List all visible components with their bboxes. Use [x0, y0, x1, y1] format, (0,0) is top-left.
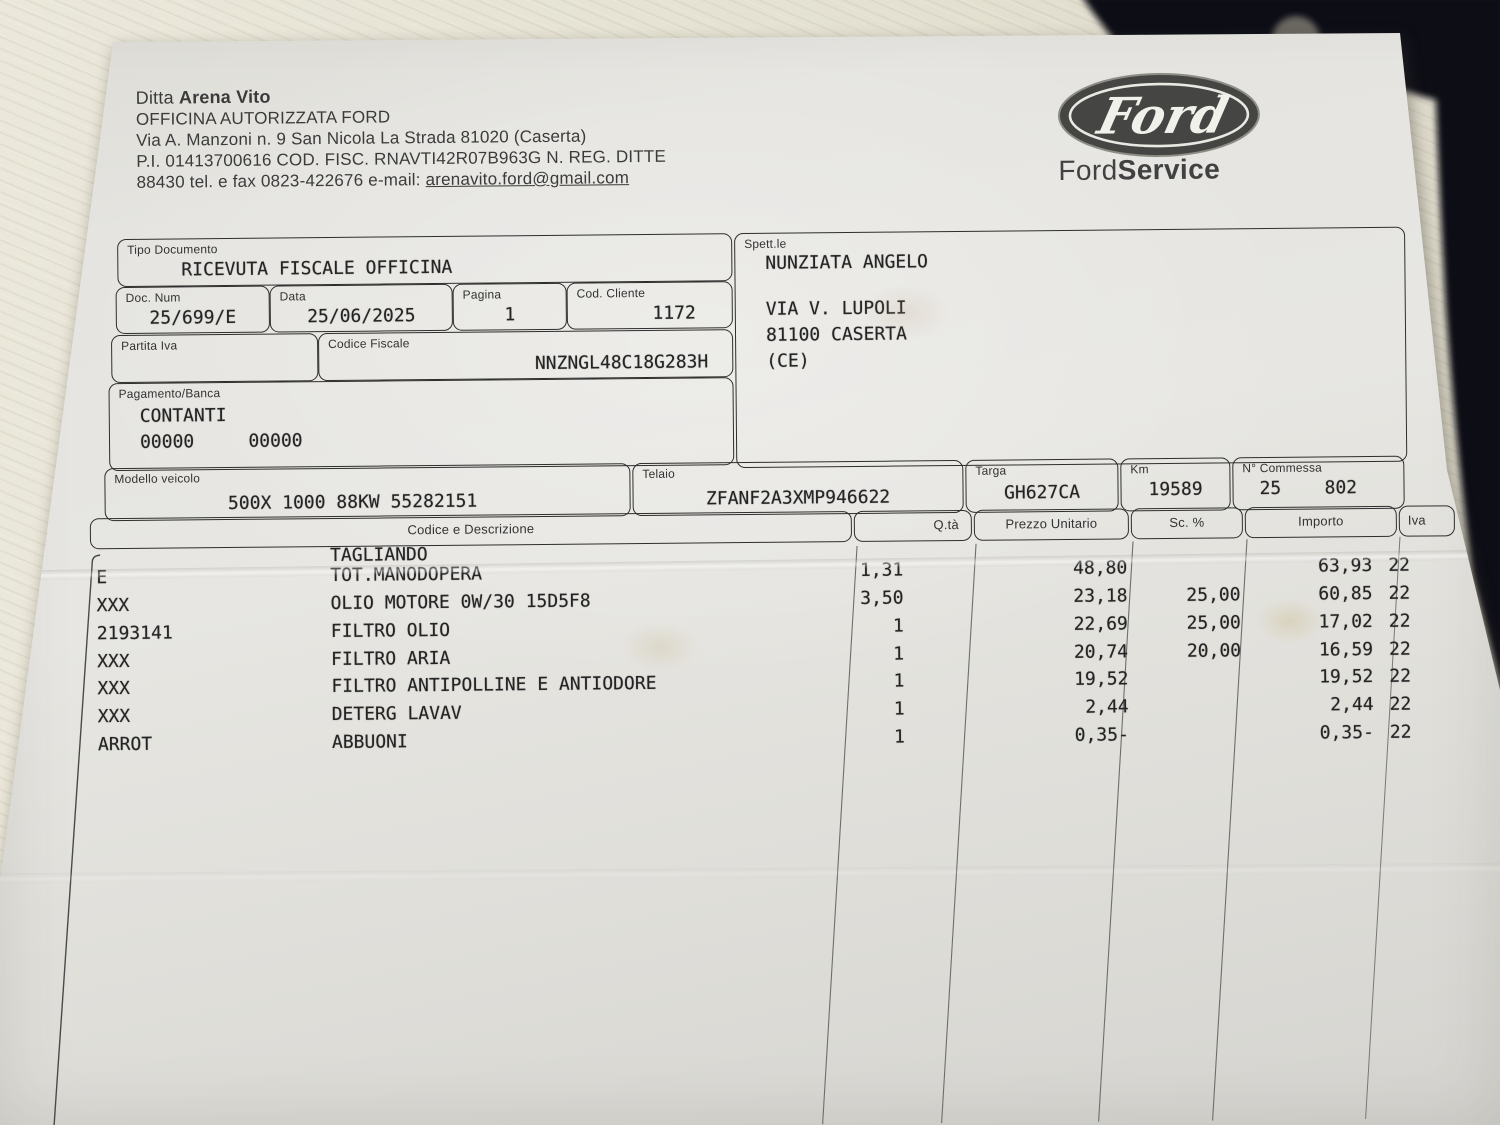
price-column-line: [941, 543, 977, 1124]
ford-logo: Ford: [1057, 73, 1260, 158]
qty-column-line: [822, 545, 858, 1125]
item-discount: 25,00: [1186, 584, 1241, 606]
item-discount: 25,00: [1186, 612, 1241, 634]
item-discount: [1112, 723, 1242, 724]
item-description: OLIO MOTORE 0W/30 15D5F8: [330, 590, 591, 615]
item-unit-price: [990, 537, 1127, 538]
discount-column-line: [1098, 541, 1134, 1122]
item-amount: 19,52: [1319, 666, 1374, 688]
item-description: FILTRO OLIO: [330, 619, 451, 643]
item-amount: 0,35-: [1319, 722, 1374, 744]
item-code: ARROT: [97, 733, 153, 756]
item-unit-price: 23,18: [1073, 585, 1128, 607]
items-rows: TAGLIANDO E TOT.MANODOPERA 1,31 48,80 63…: [96, 544, 1411, 755]
paper-stain: [620, 622, 700, 672]
item-qty: 1: [893, 670, 905, 692]
item-vat: 22: [1388, 582, 1411, 604]
item-qty: 1: [892, 615, 904, 637]
amount-column-line: [1212, 539, 1248, 1121]
item-code: XXX: [97, 705, 131, 728]
item-qty: 1: [893, 726, 905, 748]
item-description: ABBUONI: [331, 731, 408, 754]
item-description: DETERG LAVAV: [331, 702, 462, 726]
item-vat: 22: [1388, 638, 1411, 660]
item-qty: 1: [893, 643, 905, 665]
item-vat: 22: [1388, 610, 1411, 632]
item-discount: [1112, 695, 1242, 696]
paper-stain: [860, 285, 950, 340]
item-code: XXX: [97, 650, 130, 673]
item-qty: 3,50: [860, 587, 904, 609]
item-amount: [1235, 535, 1372, 536]
item-unit-price: 0,35-: [1074, 724, 1129, 746]
item-code: XXX: [96, 594, 130, 617]
item-discount: 20,00: [1186, 640, 1242, 662]
item-discount: [1111, 667, 1241, 668]
item-amount: 16,59: [1318, 639, 1374, 661]
ford-oval-text: Ford: [1091, 85, 1235, 145]
table-left-border: [52, 554, 101, 1125]
ford-oval: [1057, 73, 1260, 158]
paper-stain: [1255, 598, 1325, 644]
item-description: FILTRO ARIA: [331, 647, 451, 671]
item-description: TAGLIANDO: [330, 544, 428, 567]
item-vat: 22: [1389, 693, 1412, 715]
item-code: XXX: [97, 677, 131, 700]
item-unit-price: 19,52: [1074, 668, 1129, 690]
item-unit-price: 22,69: [1073, 613, 1128, 635]
item-qty: 1: [893, 698, 905, 720]
vat-column-line: [1365, 536, 1401, 1120]
item-vat: 22: [1389, 721, 1412, 743]
item-code: 2193141: [96, 622, 173, 645]
item-description: FILTRO ANTIPOLLINE E ANTIODORE: [331, 672, 657, 698]
item-discount: [1110, 536, 1240, 537]
item-amount: 2,44: [1330, 694, 1374, 716]
item-unit-price: 2,44: [1085, 696, 1129, 718]
item-qty: [795, 540, 903, 541]
item-vat: 22: [1389, 665, 1412, 687]
item-unit-price: 20,74: [1073, 641, 1129, 663]
